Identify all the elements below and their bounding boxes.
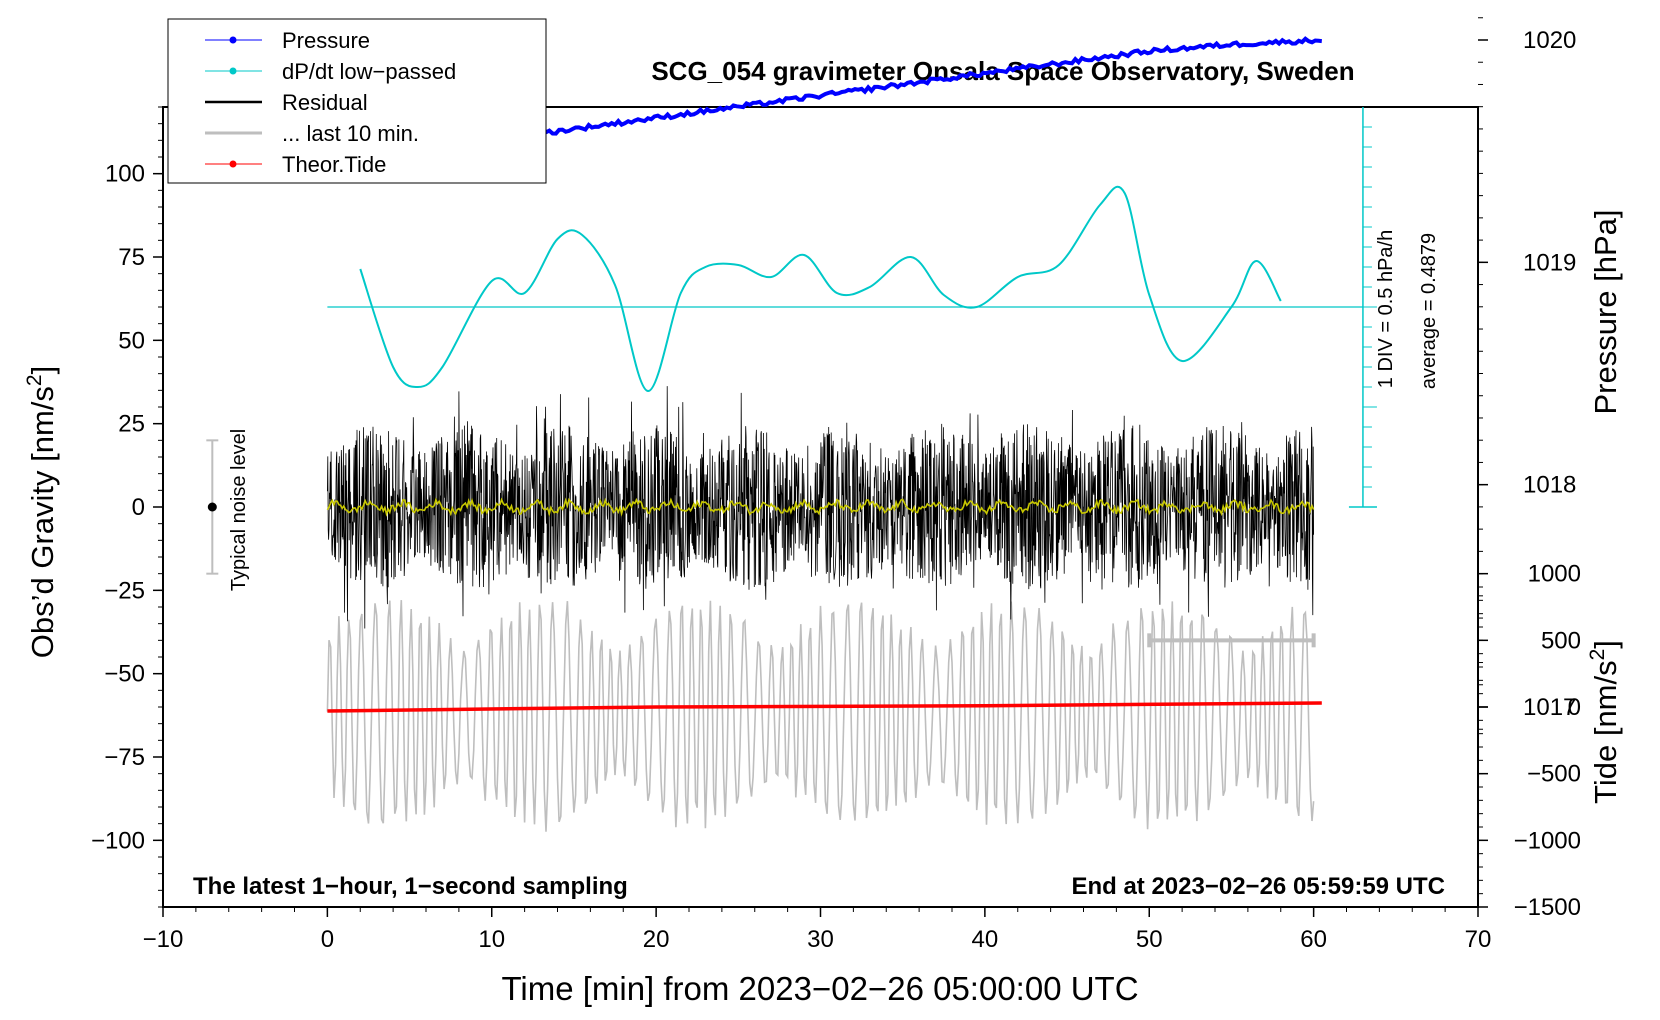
dpdt-trace <box>359 185 1282 392</box>
legend-item-pressure: Pressure <box>205 28 370 53</box>
residual-smoothed-trace <box>326 497 1315 517</box>
legend-label: dP/dt low−passed <box>282 59 456 84</box>
last-10-min-trace <box>326 600 1315 832</box>
y-axis-label-left: Obs’d Gravity [nm/s2] <box>23 366 60 659</box>
y-tick-label: −75 <box>104 744 145 771</box>
legend-label: Residual <box>282 90 368 115</box>
y-tick-label: −100 <box>91 827 145 854</box>
legend-marker <box>229 67 237 75</box>
x-tick-label: 70 <box>1465 926 1492 953</box>
tide-tick-label: −1000 <box>1514 827 1581 854</box>
x-tick-label: 30 <box>807 926 834 953</box>
legend-item-residual: Residual <box>205 90 368 115</box>
end-time-note: End at 2023−02−26 05:59:59 UTC <box>1071 873 1445 900</box>
pressure-tick-label: 1017 <box>1523 694 1576 721</box>
y-tick-label: 25 <box>118 411 145 438</box>
div-label: 1 DIV = 0.5 hPa/h <box>1375 230 1397 388</box>
x-tick-label: −10 <box>143 926 184 953</box>
legend-label: Theor.Tide <box>282 152 386 177</box>
y-axis-label-pressure: Pressure [hPa] <box>1588 209 1623 414</box>
residual-trace <box>327 386 1314 629</box>
x-tick-label: 0 <box>321 926 334 953</box>
tide-tick-label: −500 <box>1527 761 1581 788</box>
x-tick-label: 10 <box>478 926 505 953</box>
x-tick-label: 20 <box>643 926 670 953</box>
legend-item-dpdt: dP/dt low−passed <box>205 59 456 84</box>
y-tick-label: 0 <box>132 494 145 521</box>
tide-tick-label: −1500 <box>1514 894 1581 921</box>
legend: Pressure dP/dt low−passed Residual ... l… <box>167 18 547 184</box>
theor-tide-trace <box>327 701 1322 713</box>
sampling-note: The latest 1−hour, 1−second sampling <box>193 873 628 900</box>
noise-level-marker <box>207 502 217 512</box>
x-axis-label: Time [min] from 2023−02−26 05:00:00 UTC <box>501 970 1138 1007</box>
pressure-tick-label: 1019 <box>1523 249 1576 276</box>
tide-tick-label: 1000 <box>1528 561 1581 588</box>
x-tick-label: 60 <box>1300 926 1327 953</box>
x-tick-label: 40 <box>972 926 999 953</box>
data-layer <box>206 36 1377 832</box>
y-tick-label: −25 <box>104 577 145 604</box>
y-tick-label: −50 <box>104 661 145 688</box>
y-tick-label: 75 <box>118 244 145 271</box>
noise-level-label: Typical noise level <box>228 429 250 591</box>
legend-label: Pressure <box>282 28 370 53</box>
x-tick-label: 50 <box>1136 926 1163 953</box>
y-tick-label: 50 <box>118 327 145 354</box>
legend-item-theor-tide: Theor.Tide <box>205 152 386 177</box>
tide-tick-label: 0 <box>1568 694 1581 721</box>
legend-item-last-10-min: ... last 10 min. <box>205 121 419 146</box>
y-axis-label-tide: Tide [nm/s2] <box>1586 640 1623 804</box>
tide-tick-label: 500 <box>1541 627 1581 654</box>
average-label: average = 0.4879 <box>1418 233 1440 389</box>
legend-marker <box>229 160 237 168</box>
legend-marker <box>229 36 237 44</box>
legend-label: ... last 10 min. <box>282 121 419 146</box>
y-tick-label: 100 <box>105 161 145 188</box>
pressure-tick-label: 1018 <box>1523 472 1576 499</box>
axis-layer: −10 0 10 20 30 40 50 60 70−100−75−50−25025507510… <box>91 17 1581 953</box>
pressure-tick-label: 1020 <box>1523 27 1576 54</box>
